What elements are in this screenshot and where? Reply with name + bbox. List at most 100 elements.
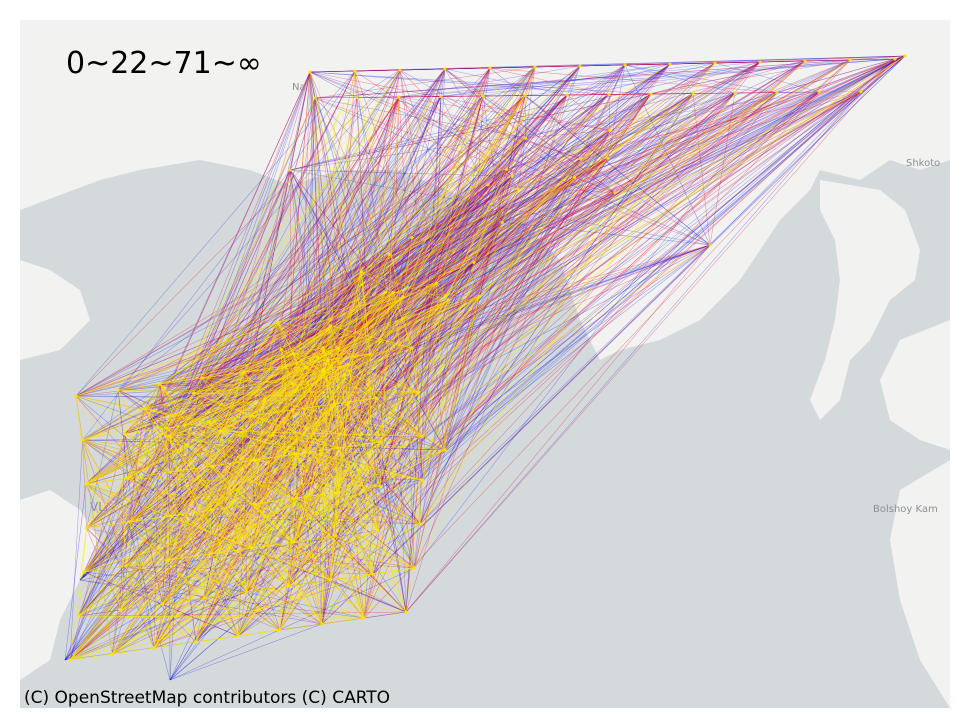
network-edge — [321, 158, 609, 625]
network-edge — [411, 62, 716, 238]
network-node — [578, 64, 582, 68]
network-edge — [220, 92, 487, 432]
network-edge — [288, 85, 321, 587]
network-edge — [264, 398, 365, 619]
network-node — [398, 68, 402, 72]
network-node — [500, 220, 504, 224]
network-edge — [372, 244, 711, 575]
network-edge — [85, 483, 281, 631]
map-frame[interactable]: 0~22~71~∞ Shkoto Bolshoy Kam Na VL (C) O… — [20, 20, 950, 708]
network-edge — [127, 292, 386, 479]
network-edge — [321, 55, 906, 625]
network-edge — [167, 559, 205, 599]
network-edge — [624, 64, 736, 94]
network-edge — [440, 62, 716, 97]
network-edge — [209, 94, 610, 555]
network-edge — [69, 91, 862, 661]
network-node — [420, 434, 424, 438]
network-node — [276, 320, 280, 324]
network-edge — [444, 68, 616, 194]
network-edge — [127, 349, 282, 479]
network-edge — [314, 97, 711, 246]
network-node — [775, 90, 779, 95]
network-edge — [372, 93, 694, 575]
network-node — [294, 496, 299, 500]
network-edge — [85, 95, 484, 485]
network-edge — [75, 291, 386, 397]
network-edge — [512, 64, 626, 177]
network-edge — [473, 55, 906, 263]
network-edge — [111, 254, 390, 655]
network-edge — [405, 106, 464, 613]
network-edge — [201, 95, 484, 379]
network-edge — [162, 347, 324, 605]
network-edge — [361, 271, 371, 355]
network-edge — [894, 55, 906, 60]
network-edge — [363, 64, 626, 619]
network-edge — [251, 70, 356, 549]
network-edge — [279, 107, 607, 631]
network-node — [733, 91, 737, 95]
network-edge — [402, 92, 778, 297]
network-edge — [444, 68, 526, 139]
network-edge — [506, 92, 736, 170]
network-edge — [692, 93, 711, 246]
network-edge — [337, 90, 523, 449]
network-edge — [405, 94, 568, 613]
network-node — [164, 426, 169, 430]
land-west — [20, 260, 90, 360]
network-edge — [166, 427, 255, 461]
network-edge — [376, 93, 694, 399]
network-node — [336, 446, 340, 450]
network-edge — [289, 70, 356, 171]
network-edge — [309, 66, 536, 73]
network-node — [353, 69, 357, 73]
network-edge — [444, 68, 575, 178]
network-edge — [211, 68, 446, 467]
network-edge — [369, 106, 393, 355]
network-edge — [125, 449, 446, 567]
network-edge — [348, 363, 419, 393]
network-edge — [411, 91, 862, 238]
network-edge — [330, 130, 611, 581]
network-edge — [264, 68, 446, 400]
network-edge — [128, 435, 170, 523]
network-edge — [281, 254, 390, 350]
network-edge — [289, 169, 513, 177]
network-edge — [482, 95, 503, 223]
network-node — [252, 458, 256, 462]
network-edge — [120, 282, 437, 611]
network-edge — [117, 61, 761, 391]
network-edge — [419, 158, 581, 525]
network-edge — [125, 565, 155, 649]
network-edge — [209, 95, 526, 555]
network-edge — [436, 168, 507, 284]
network-edge — [411, 168, 507, 238]
network-edge — [128, 353, 294, 523]
network-edge — [281, 117, 651, 350]
network-edge — [201, 70, 356, 379]
network-edge — [127, 102, 430, 479]
network-edge — [517, 66, 536, 190]
network-edge — [338, 397, 377, 493]
network-edge — [361, 271, 394, 293]
network-edge — [372, 283, 437, 575]
network-edge — [170, 176, 513, 517]
network-edge — [335, 158, 581, 537]
network-node — [713, 61, 717, 65]
network-node — [434, 281, 439, 285]
network-edge — [167, 66, 536, 561]
network-edge — [398, 61, 761, 98]
network-edge — [317, 357, 423, 437]
network-edge — [566, 93, 694, 96]
network-edge — [309, 71, 711, 246]
network-edge — [254, 97, 316, 505]
network-edge — [419, 130, 611, 525]
network-edge — [120, 192, 616, 611]
network-edge — [279, 176, 513, 631]
network-edge — [473, 222, 503, 263]
network-edge — [82, 408, 145, 441]
network-node — [608, 128, 612, 132]
network-edge — [289, 62, 716, 171]
map-canvas[interactable] — [20, 20, 950, 708]
